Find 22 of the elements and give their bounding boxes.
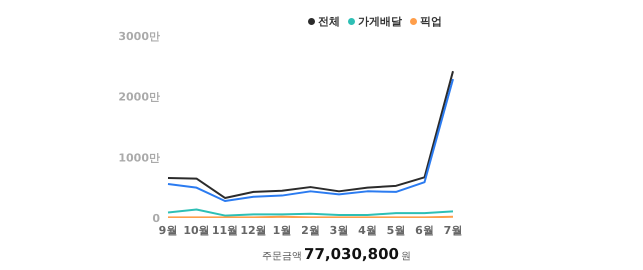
x-tick-label: 10월 xyxy=(183,224,210,237)
x-tick-label: 6월 xyxy=(415,224,434,237)
text: 원 xyxy=(400,251,411,262)
x-tick-label: 3월 xyxy=(330,224,348,237)
x-tick-label: 5월 xyxy=(386,224,406,237)
x-tick-label: 1월 xyxy=(272,224,292,237)
x-tick-label: 11월 xyxy=(212,224,238,237)
text: 77,030,800 xyxy=(304,245,399,263)
legend-label: 전체 xyxy=(317,14,340,29)
x-tick-label: 12월 xyxy=(240,224,267,237)
y-tick-label: 2000만 xyxy=(118,90,160,104)
legend-label: 가게배달 xyxy=(357,14,402,29)
x-tick-label: 9월 xyxy=(158,224,178,237)
text: 주문금액 xyxy=(262,251,302,262)
x-tick-label: 2월 xyxy=(301,224,320,237)
legend-label: 픽업 xyxy=(419,14,442,29)
y-tick-label: 0 xyxy=(152,212,160,225)
y-tick-label: 3000만 xyxy=(118,30,160,43)
y-tick-label: 1000만 xyxy=(118,151,160,164)
x-tick-label: 7월 xyxy=(444,224,462,237)
x-tick-label: 4월 xyxy=(358,224,377,237)
line-series xyxy=(167,208,454,217)
